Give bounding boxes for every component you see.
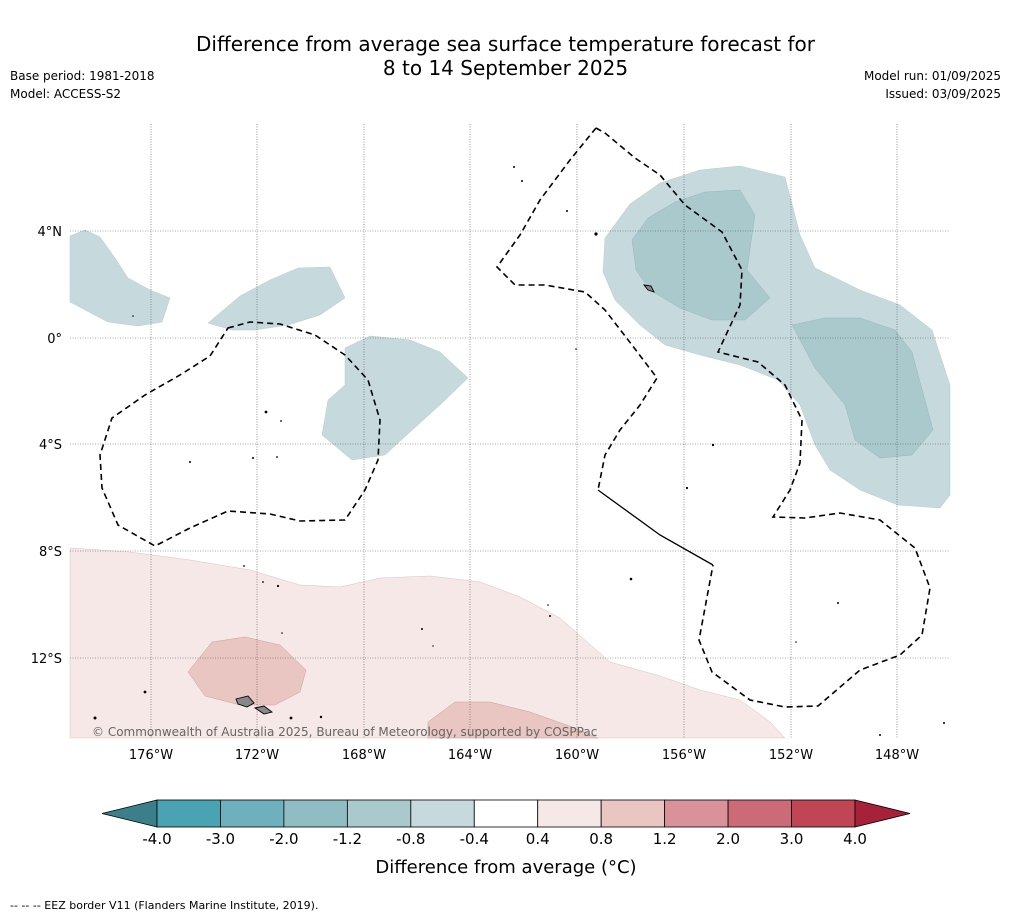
colorbar-segment bbox=[537, 799, 602, 828]
colorbar-segment bbox=[473, 799, 539, 828]
lon-label: 156°W bbox=[662, 748, 706, 763]
warm-core-south bbox=[427, 701, 599, 739]
cool-region-central-north bbox=[207, 266, 346, 331]
colorbar-segment bbox=[600, 799, 666, 828]
colorbar-tick-label: 3.0 bbox=[780, 830, 804, 848]
colorbar-segment bbox=[727, 799, 792, 828]
base-period: Base period: 1981-2018 bbox=[10, 69, 155, 83]
lon-label: 176°W bbox=[129, 748, 173, 763]
warm-anomaly-cores bbox=[187, 636, 599, 739]
colorbar-segment bbox=[283, 799, 348, 828]
lon-label: 164°W bbox=[448, 748, 492, 763]
copyright-notice: © Commonwealth of Australia 2025, Bureau… bbox=[92, 725, 597, 739]
lon-label: 160°W bbox=[555, 748, 599, 763]
colorbar-arrow-high bbox=[854, 799, 911, 828]
colorbar-tick-label: -4.0 bbox=[142, 830, 171, 848]
page-title: Difference from average sea surface temp… bbox=[0, 32, 1011, 80]
map-panel: © Commonwealth of Australia 2025, Bureau… bbox=[69, 124, 951, 739]
meta-left: Base period: 1981-2018 Model: ACCESS-S2 bbox=[10, 67, 155, 103]
lon-label: 152°W bbox=[769, 748, 813, 763]
boundary-line-solid bbox=[597, 489, 714, 566]
colorbar-tick-label: 1.2 bbox=[653, 830, 677, 848]
small-islets bbox=[93, 166, 945, 736]
colorbar: -4.0 -3.0 -2.0 -1.2 -0.8 -0.4 0.4 0.8 1.2 2.0 3.0 4… bbox=[101, 799, 911, 848]
eez-border-west bbox=[99, 321, 381, 547]
latitude-labels: 4°N 0° 4°S 8°S 12°S bbox=[31, 225, 62, 667]
title-line-1: Difference from average sea surface temp… bbox=[195, 32, 815, 56]
island-atoll-north bbox=[642, 284, 655, 293]
eez-borders bbox=[99, 127, 931, 708]
lat-label: 0° bbox=[47, 332, 62, 347]
model-run: Model run: 01/09/2025 bbox=[863, 69, 1001, 83]
colorbar-segment bbox=[410, 799, 475, 828]
colorbar-tick-label: 0.8 bbox=[589, 830, 613, 848]
lon-label: 172°W bbox=[235, 748, 279, 763]
title-line-2: 8 to 14 September 2025 bbox=[382, 56, 629, 80]
colorbar-tick-label: -1.2 bbox=[333, 830, 362, 848]
warm-core-southwest bbox=[187, 636, 307, 706]
islands bbox=[235, 284, 655, 715]
issued-date: Issued: 03/09/2025 bbox=[885, 87, 1001, 101]
colorbar-tick-label: -0.4 bbox=[460, 830, 489, 848]
meta-right: Model run: 01/09/2025 Issued: 03/09/2025 bbox=[864, 67, 1001, 103]
colorbar-title: Difference from average (°C) bbox=[375, 857, 636, 878]
colorbar-tick-label: -0.8 bbox=[396, 830, 425, 848]
eez-border-central bbox=[595, 127, 931, 708]
colorbar-segment bbox=[346, 799, 412, 828]
colorbar-tick-label: 4.0 bbox=[843, 830, 867, 848]
colorbar-segment bbox=[664, 799, 729, 828]
eez-footnote: -- -- -- EEZ border V11 (Flanders Marine… bbox=[10, 899, 319, 912]
cool-region-west bbox=[69, 229, 171, 327]
lat-label: 12°S bbox=[31, 652, 62, 667]
cool-core-east-north bbox=[631, 189, 771, 321]
colorbar-arrow-low bbox=[101, 799, 158, 828]
lon-label: 168°W bbox=[342, 748, 386, 763]
lat-label: 4°S bbox=[39, 438, 62, 453]
eez-border-north bbox=[495, 127, 658, 491]
island-samoa-east bbox=[253, 705, 274, 715]
warm-region-south bbox=[69, 547, 786, 739]
graticule bbox=[70, 124, 950, 738]
colorbar-segment bbox=[220, 799, 285, 828]
lat-label: 4°N bbox=[38, 225, 63, 240]
colorbar-tick-label: 2.0 bbox=[716, 830, 740, 848]
cool-anomaly-cores bbox=[631, 189, 934, 459]
model-name: Model: ACCESS-S2 bbox=[10, 87, 122, 101]
colorbar-segment bbox=[791, 799, 856, 828]
cool-region-central bbox=[321, 335, 469, 461]
lat-label: 8°S bbox=[39, 545, 62, 560]
lon-label: 148°W bbox=[875, 748, 919, 763]
cool-core-east-south bbox=[791, 317, 934, 459]
colorbar-tick-label: -2.0 bbox=[269, 830, 298, 848]
colorbar-tick-label: -3.0 bbox=[206, 830, 235, 848]
colorbar-tick-label: 0.4 bbox=[526, 830, 550, 848]
island-samoa-west bbox=[235, 695, 255, 708]
colorbar-segment bbox=[156, 799, 221, 828]
longitude-labels: 176°W 172°W 168°W 164°W 160°W 156°W 152°… bbox=[129, 748, 919, 763]
